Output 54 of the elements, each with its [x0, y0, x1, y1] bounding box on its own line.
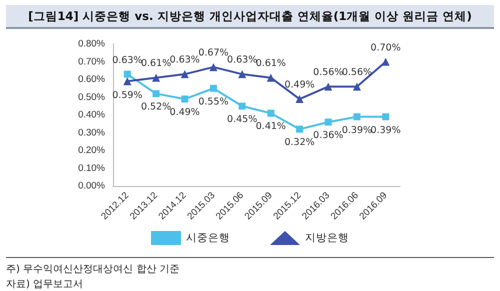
data-label: 0.36% — [313, 130, 344, 142]
point — [324, 118, 332, 126]
data-label: 0.39% — [370, 124, 401, 136]
y-tick-label: 0.80% — [78, 38, 106, 50]
legend-label: 시중은행 — [186, 232, 230, 244]
y-tick-label: 0.50% — [78, 92, 106, 103]
point — [324, 82, 332, 91]
text: 주) 무수익여신산정대상여신 합산 기준 — [6, 263, 180, 276]
data-label: 0.63% — [170, 54, 200, 66]
chart-title: [그림14] 시중은행 vs. 지방은행 개인사업자대출 연체율(1개월 이상 원리금 연체) — [6, 5, 494, 29]
point — [238, 102, 246, 110]
point — [124, 70, 131, 78]
data-label: 0.56% — [342, 67, 372, 78]
point — [181, 96, 188, 103]
y-tick-label: 0.70% — [78, 56, 106, 68]
data-label: 0.32% — [284, 137, 315, 148]
point — [352, 82, 361, 91]
text: 자료) 업무보고서 — [6, 278, 84, 291]
data-label: 0.61% — [256, 58, 286, 70]
data-label: 0.61% — [140, 58, 172, 70]
point — [353, 113, 360, 120]
point — [152, 74, 160, 82]
data-label: 0.39% — [342, 124, 372, 136]
point — [238, 70, 246, 78]
point — [123, 77, 132, 86]
point — [152, 90, 160, 98]
data-label: 0.70% — [370, 42, 401, 54]
point — [209, 63, 218, 72]
y-tick-label: 0.40% — [78, 110, 106, 120]
point — [382, 113, 390, 120]
point — [210, 84, 217, 92]
data-label: 0.63% — [227, 54, 258, 66]
point — [296, 95, 304, 104]
data-label: 0.55% — [198, 96, 229, 108]
data-label: 0.49% — [284, 80, 315, 91]
point — [267, 110, 274, 117]
point — [180, 70, 189, 78]
point — [296, 126, 304, 133]
data-label: 0.56% — [313, 67, 344, 78]
y-tick-label: 0.00% — [78, 180, 106, 192]
y-tick-label: 0.60% — [78, 74, 106, 85]
data-label: 0.59% — [112, 90, 142, 101]
data-label: 0.52% — [140, 102, 172, 113]
data-label: 0.67% — [198, 48, 229, 59]
point — [266, 74, 275, 82]
data-label: 0.49% — [170, 107, 200, 118]
data-label: 0.63% — [112, 55, 142, 66]
data-label: 0.41% — [256, 121, 286, 132]
y-tick-label: 0.30% — [78, 127, 106, 138]
y-tick-label: 0.10% — [78, 162, 106, 174]
legend-label: 지방은행 — [305, 232, 349, 244]
y-tick-label: 0.20% — [78, 145, 106, 156]
data-label: 0.45% — [227, 114, 258, 126]
point — [382, 58, 390, 66]
